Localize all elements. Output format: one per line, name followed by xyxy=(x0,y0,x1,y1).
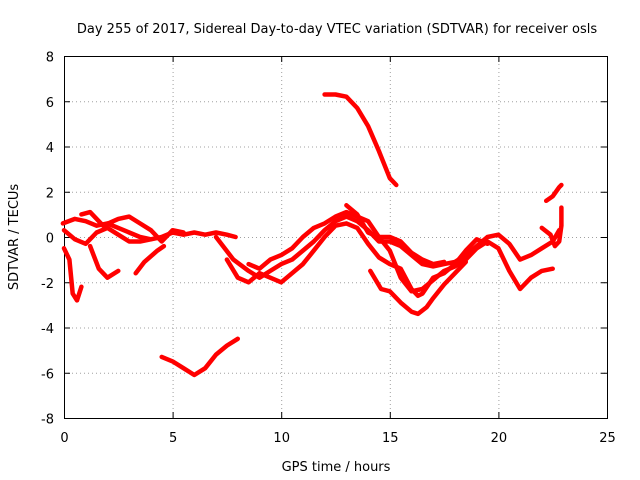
data-series xyxy=(60,92,564,378)
series-track-2 xyxy=(61,225,154,247)
y-tick-label: -2 xyxy=(41,277,54,292)
x-tick-label: 5 xyxy=(169,431,177,446)
x-tick-label: 15 xyxy=(382,431,399,446)
series-track-15 xyxy=(159,336,241,378)
series-track-12 xyxy=(539,205,564,249)
series-track-4 xyxy=(87,243,121,280)
series-track-8 xyxy=(224,221,490,299)
x-tick-label: 10 xyxy=(273,431,290,446)
y-axis-label: SDTVAR / TECUs xyxy=(7,184,22,291)
y-tick-label: 0 xyxy=(46,232,54,247)
y-tick-label: 4 xyxy=(46,141,54,156)
x-axis-label: GPS time / hours xyxy=(282,460,391,475)
y-tick-label: 2 xyxy=(46,186,54,201)
chart-title: Day 255 of 2017, Sidereal Day-to-day VTE… xyxy=(77,22,597,37)
y-tick-label: -6 xyxy=(41,367,54,382)
series-track-3 xyxy=(79,209,186,244)
x-tick-label: 25 xyxy=(599,431,616,446)
series-track-10 xyxy=(344,203,447,267)
x-tick-label: 20 xyxy=(491,431,508,446)
series-track-7 xyxy=(213,214,562,280)
series-track-5 xyxy=(133,243,167,276)
series-track-9 xyxy=(246,209,555,294)
y-tick-label: -8 xyxy=(41,413,54,428)
axis-ticks: 0 5 10 15 20 25 -8 -6 -4 -2 0 2 4 6 8 xyxy=(41,51,616,447)
series-track-13 xyxy=(543,182,564,204)
series-track-14 xyxy=(322,92,399,188)
y-tick-label: 6 xyxy=(46,96,54,111)
series-track-6 xyxy=(61,246,84,303)
x-tick-label: 0 xyxy=(60,431,68,446)
y-tick-label: 8 xyxy=(46,51,54,66)
y-tick-label: -4 xyxy=(41,322,54,337)
series-track-11 xyxy=(368,259,469,317)
